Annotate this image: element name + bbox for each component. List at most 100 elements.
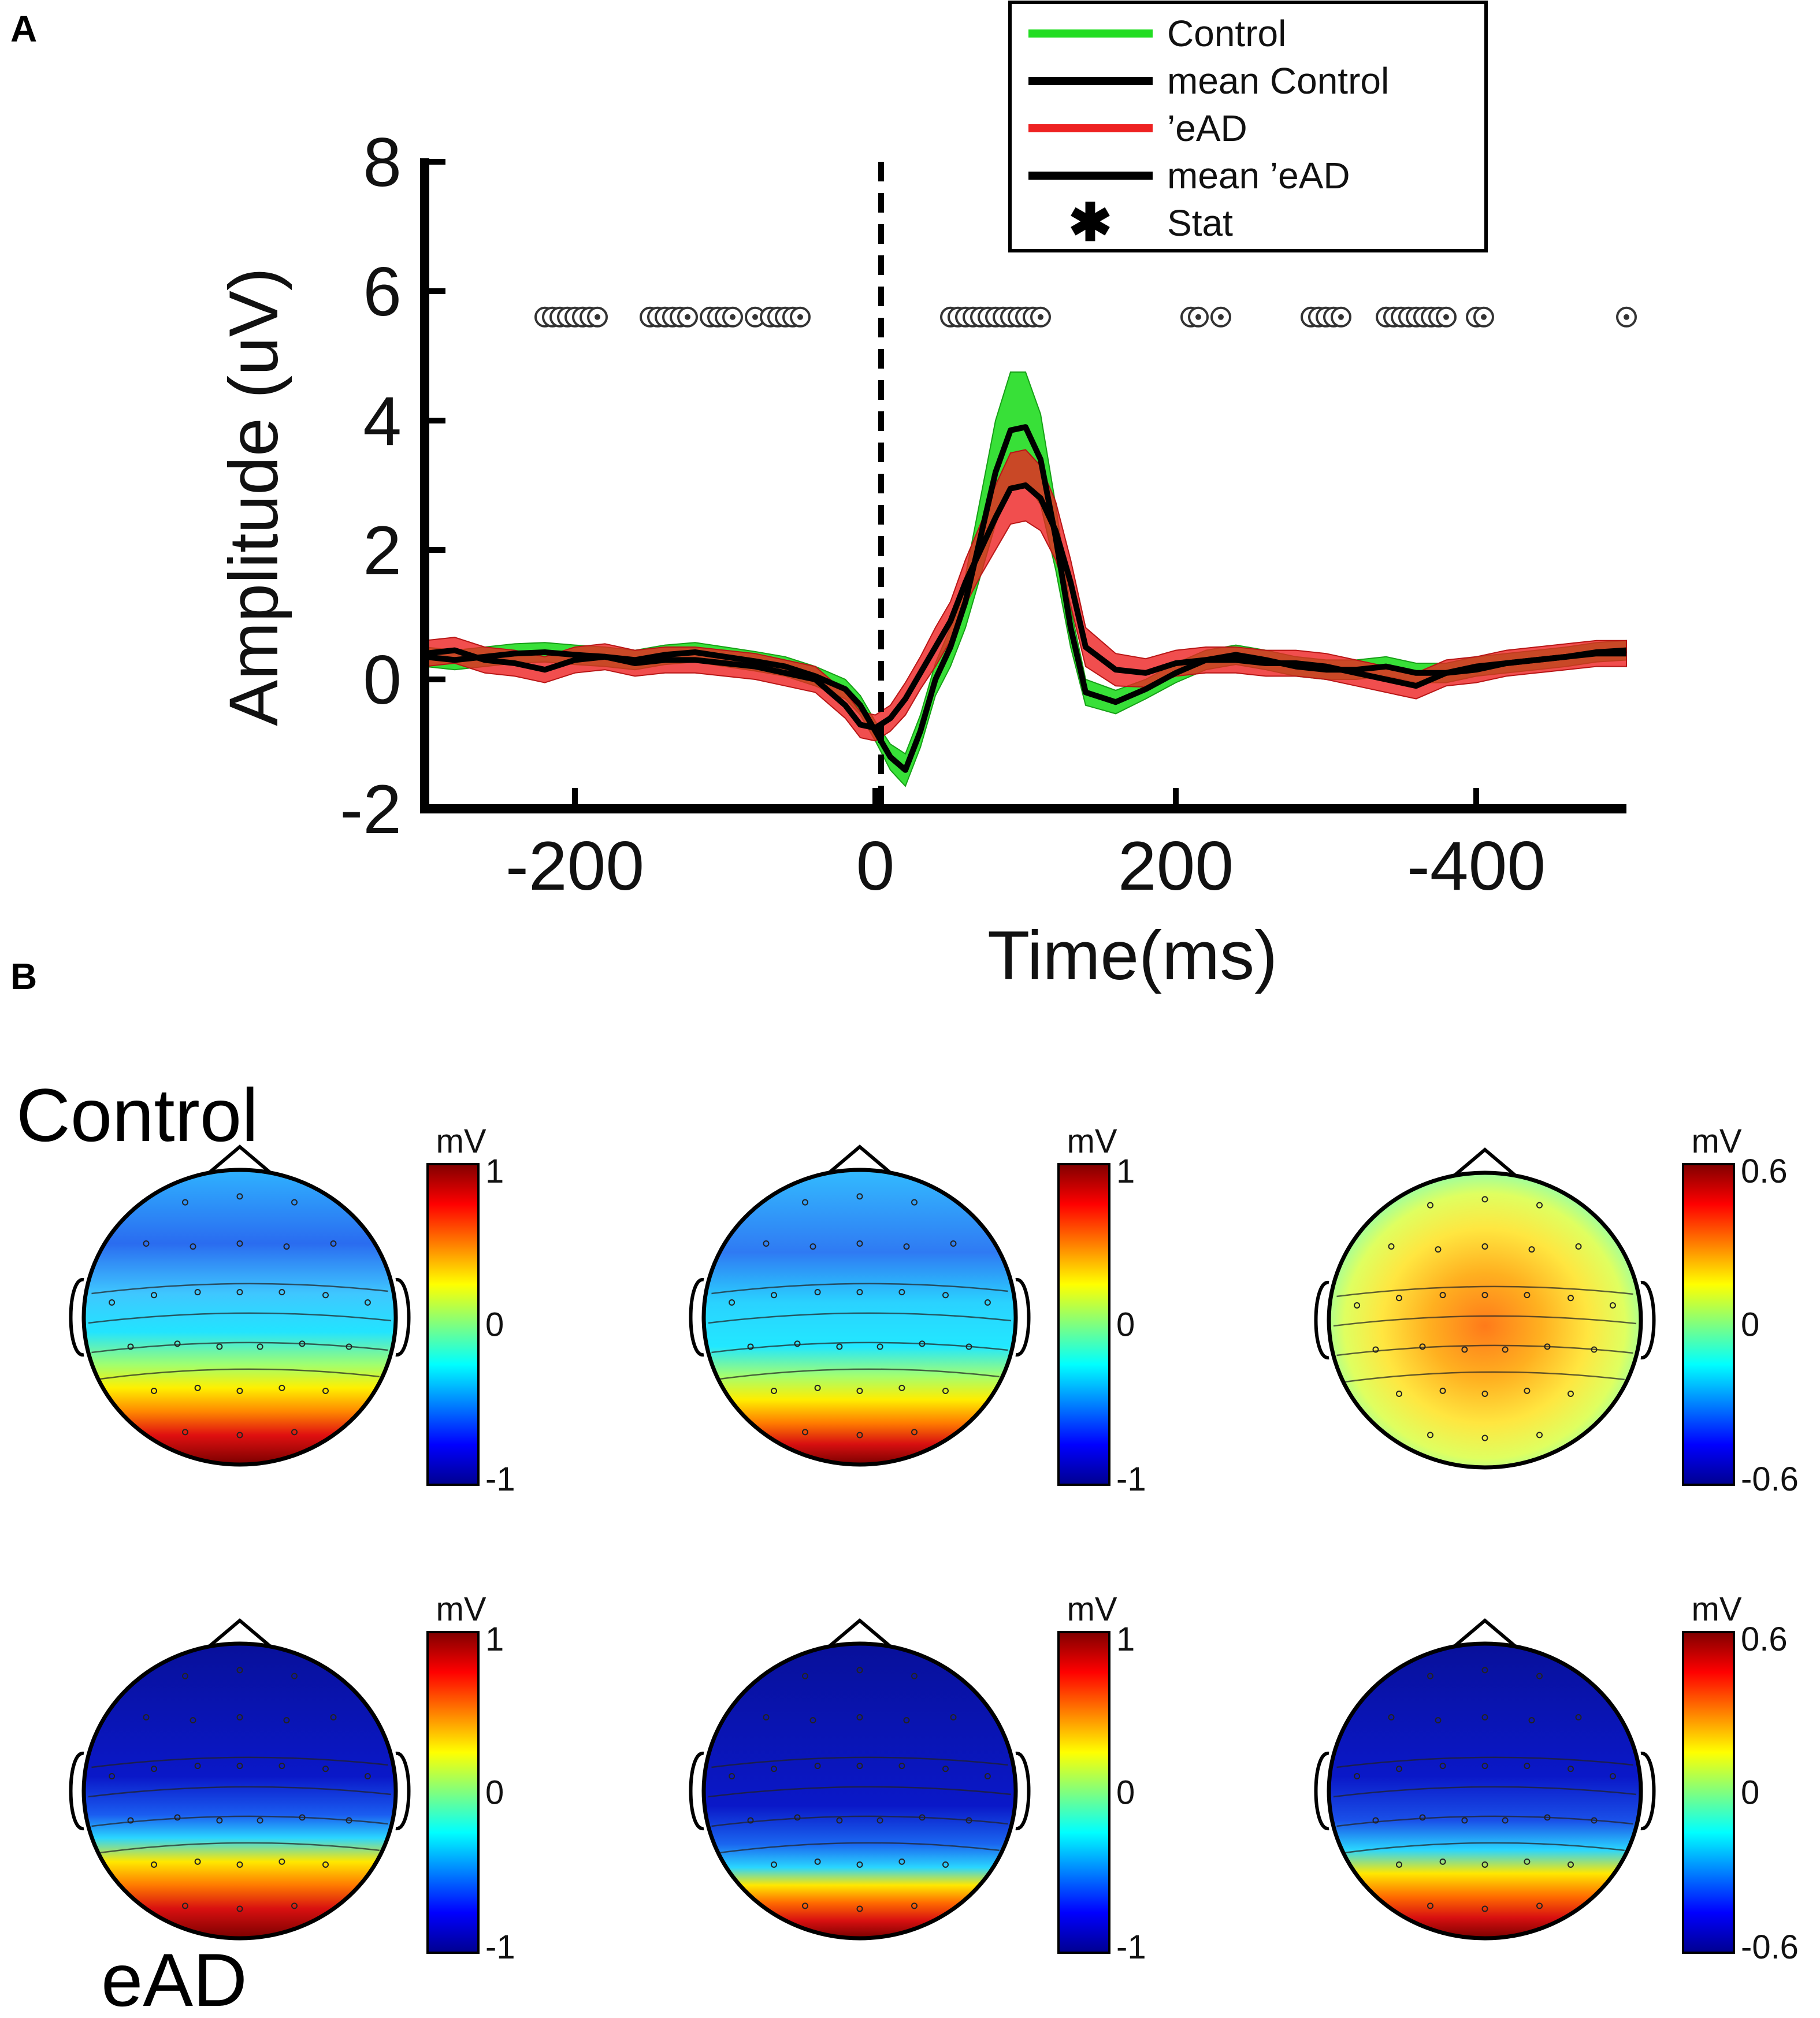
electrode: [856, 1432, 863, 1439]
electrode: [151, 1388, 157, 1394]
electrode: [127, 1343, 134, 1350]
colorbar: [1057, 1631, 1110, 1954]
electrode: [856, 1667, 863, 1674]
legend-label: mean ’eAD: [1167, 155, 1350, 196]
electrode: [1544, 1814, 1551, 1821]
electrode: [1524, 1763, 1531, 1770]
electrode: [836, 1817, 843, 1824]
electrode: [1481, 1714, 1488, 1720]
colorbar-max-label: 1: [1116, 1153, 1135, 1190]
electrode: [814, 1384, 821, 1391]
head-nose: [209, 1618, 271, 1648]
electrode: [182, 1199, 188, 1206]
colorbar-max-label: 0.6: [1741, 1621, 1788, 1658]
contour-line: [1345, 1371, 1625, 1383]
electrode: [143, 1240, 150, 1247]
electrode: [747, 1343, 754, 1350]
electrode: [1568, 1766, 1574, 1772]
electrode: [771, 1766, 777, 1772]
electrode: [182, 1429, 188, 1436]
legend-label: ’eAD: [1167, 107, 1247, 149]
electrode: [283, 1717, 290, 1724]
electrode: [809, 1717, 816, 1724]
electrode: [771, 1861, 777, 1868]
electrode: [1481, 1391, 1488, 1397]
head-ear: [1015, 1278, 1031, 1357]
electrode: [802, 1902, 808, 1909]
head-nose: [829, 1618, 891, 1648]
electrode: [1439, 1387, 1446, 1394]
y-tick-label: 4: [363, 382, 402, 460]
electrode: [1568, 1295, 1574, 1302]
head-ear: [69, 1278, 84, 1357]
electrode: [1481, 1434, 1488, 1441]
band-control: [424, 371, 1627, 787]
scalp-map: [701, 1168, 1018, 1467]
electrode: [911, 1429, 918, 1436]
y-tick-label: 6: [363, 253, 402, 330]
electrode: [763, 1240, 770, 1247]
electrode: [291, 1199, 298, 1206]
electrode: [346, 1343, 352, 1350]
row-label-ead: eAD: [101, 1938, 247, 2018]
x-ticks: -200 0 200 -400: [506, 788, 1546, 905]
x-tick-label: -200: [506, 827, 644, 905]
electrode: [814, 1289, 821, 1296]
electrode: [291, 1902, 298, 1909]
electrode: [1568, 1861, 1574, 1868]
electrode: [1439, 1292, 1446, 1299]
electrode: [143, 1714, 150, 1720]
contour-line: [1333, 1786, 1637, 1798]
electrode: [1481, 1763, 1488, 1770]
y-axis-label: Amplitude (uV): [215, 267, 292, 726]
head-ear: [1640, 1281, 1656, 1359]
electrode: [1396, 1861, 1402, 1868]
electrode: [911, 1199, 918, 1206]
electrode: [771, 1388, 777, 1394]
erp-chart: -2 0 2 4 6 8 -200 0 200 -400 Amplitude (uV) Time…: [215, 1, 1637, 994]
colorbar: [426, 1163, 480, 1486]
electrode: [330, 1714, 337, 1720]
electrode: [1372, 1346, 1379, 1353]
head-nose: [1454, 1147, 1516, 1177]
colorbar-unit: mV: [436, 1590, 486, 1628]
electrode: [1481, 1292, 1488, 1299]
contour-line: [711, 1756, 1008, 1768]
electrode: [283, 1243, 290, 1250]
electrode: [856, 1289, 863, 1296]
electrode: [194, 1858, 201, 1865]
stat-marker-dot: [685, 314, 690, 320]
band-ead: [424, 449, 1627, 742]
contour-line: [91, 1756, 388, 1768]
contour-line: [720, 1842, 1000, 1854]
x-tick-label: 200: [1118, 827, 1234, 905]
electrode: [216, 1343, 223, 1350]
electrode: [1575, 1714, 1582, 1720]
y-tick-label: 8: [363, 124, 402, 201]
electrode: [278, 1289, 285, 1296]
electrode: [1435, 1717, 1442, 1724]
electrode: [794, 1814, 801, 1821]
colorbar-unit: mV: [436, 1123, 486, 1160]
electrode: [898, 1858, 905, 1865]
electrode: [802, 1429, 808, 1436]
electrode: [1536, 1432, 1543, 1439]
colorbar-min-label: -0.6: [1741, 1460, 1799, 1498]
head-ear: [395, 1278, 411, 1357]
colorbar-min-label: -1: [1116, 1460, 1146, 1498]
head-ear: [1314, 1752, 1329, 1830]
scalp-map: [81, 1168, 398, 1467]
electrode: [322, 1292, 329, 1299]
electrode: [856, 1388, 863, 1394]
stat-marker-dot: [1038, 314, 1043, 320]
stat-marker-dot: [1195, 314, 1201, 320]
stat-marker-dot: [797, 314, 803, 320]
topomap-panel: Control eAD mV10-1mV10-1mV0.60-0.6mV10-1…: [16, 1073, 1799, 2018]
electrode: [836, 1343, 843, 1350]
scalp-map: [1327, 1641, 1643, 1941]
electrode: [236, 1714, 243, 1720]
electrode: [802, 1199, 808, 1206]
colorbar-max-label: 1: [1116, 1621, 1135, 1658]
electrode: [1536, 1902, 1543, 1909]
colorbar-mid-label: 0: [1741, 1774, 1759, 1812]
